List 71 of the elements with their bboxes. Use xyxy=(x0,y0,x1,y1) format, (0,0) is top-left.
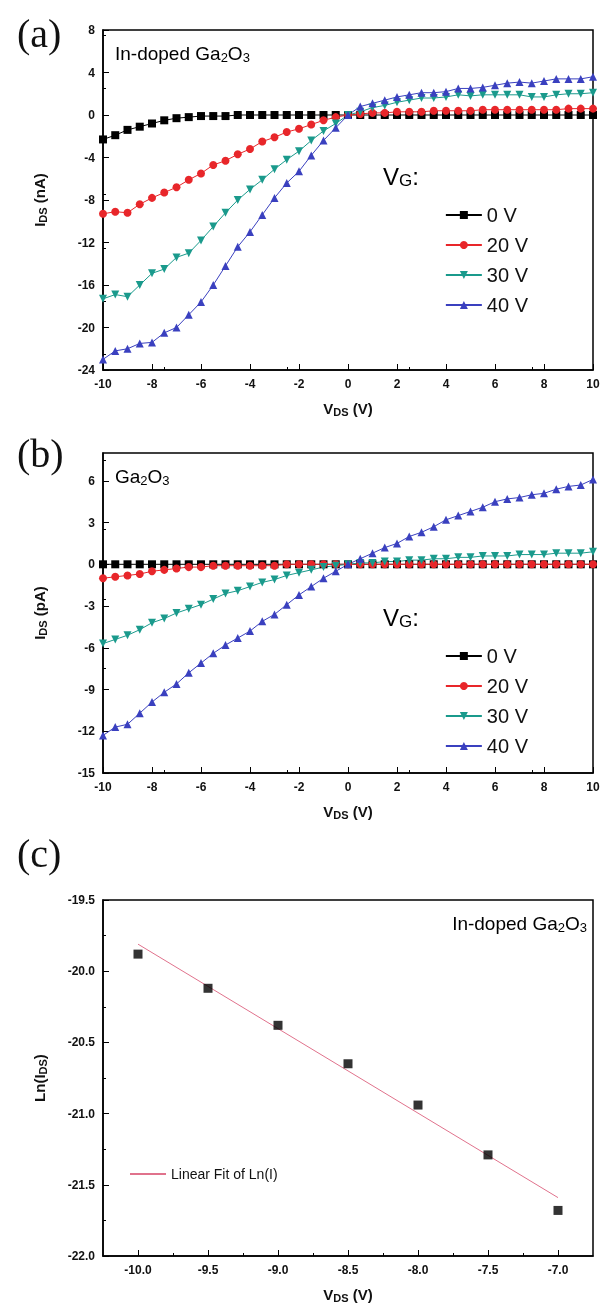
x-tick-label: -8 xyxy=(146,377,158,391)
legend-label: 0 V xyxy=(486,204,518,226)
y-tick-label: -21.5 xyxy=(67,1177,96,1192)
x-tick-label: 6 xyxy=(491,377,499,391)
y-tick-label: -15 xyxy=(77,766,96,780)
chart-title: (a) xyxy=(17,10,62,56)
x-tick-label: -6 xyxy=(195,780,207,794)
legend-label: 40 V xyxy=(486,294,529,316)
x-tick-label: -4 xyxy=(244,780,256,794)
x-tick-label: 4 xyxy=(442,377,450,391)
legend-label: 30 V xyxy=(486,705,529,727)
legend-label: 0 V xyxy=(486,645,518,667)
x-tick-label: 4 xyxy=(442,780,450,794)
x-tick-label: -7.5 xyxy=(477,1263,499,1277)
y-tick-label: -8 xyxy=(84,193,96,207)
chart-title: (c) xyxy=(17,830,62,876)
y-tick-label: 3 xyxy=(88,515,96,530)
y-tick-label: -20.5 xyxy=(67,1035,96,1050)
chart-title: (b) xyxy=(17,430,64,476)
x-tick-label: 2 xyxy=(393,780,401,794)
legend-label: 30 V xyxy=(486,264,529,286)
y-tick-label: 0 xyxy=(88,108,96,122)
y-tick-label: -16 xyxy=(77,278,96,292)
x-axis-title: VDS (V) xyxy=(323,803,373,821)
y-tick-label: 4 xyxy=(88,65,96,80)
legend-label: Linear Fit of Ln(I) xyxy=(171,1166,278,1182)
y-tick-label: -21.0 xyxy=(67,1106,96,1121)
y-axis-title: IDS (nA) xyxy=(31,173,49,227)
y-axis-title: IDS (pA) xyxy=(31,586,49,640)
y-tick-label: -20.0 xyxy=(67,964,96,979)
x-tick-label: -10.0 xyxy=(124,1263,152,1277)
y-tick-label: -12 xyxy=(77,724,96,739)
x-tick-label: 2 xyxy=(393,377,401,391)
legend-title: VG: xyxy=(383,603,419,631)
y-tick-label: -4 xyxy=(84,150,96,165)
x-tick-label: -2 xyxy=(293,780,305,794)
x-tick-label: 10 xyxy=(586,377,600,391)
y-tick-label: -9 xyxy=(84,682,96,697)
x-tick-label: -7.0 xyxy=(547,1263,569,1277)
legend-label: 20 V xyxy=(486,675,529,697)
x-tick-label: -8 xyxy=(146,780,158,794)
x-tick-label: -8.0 xyxy=(407,1263,429,1277)
x-tick-label: 8 xyxy=(540,780,548,794)
y-tick-label: -22.0 xyxy=(67,1249,96,1263)
legend-title: VG: xyxy=(383,162,419,190)
x-tick-label: -8.5 xyxy=(337,1263,359,1277)
x-tick-label: 0 xyxy=(344,780,352,794)
y-tick-label: -19.5 xyxy=(67,893,96,907)
y-tick-label: 6 xyxy=(88,473,96,488)
x-axis-title: VDS (V) xyxy=(323,1286,373,1304)
x-tick-label: -9.5 xyxy=(197,1263,219,1277)
x-tick-label: -6 xyxy=(195,377,207,391)
y-tick-label: -6 xyxy=(84,640,96,655)
legend-label: 20 V xyxy=(486,234,529,256)
y-tick-label: -12 xyxy=(77,235,96,250)
x-tick-label: -10 xyxy=(94,377,112,391)
x-tick-label: 0 xyxy=(344,377,352,391)
y-tick-label: -20 xyxy=(77,320,96,335)
x-axis-title: VDS (V) xyxy=(323,400,373,418)
legend-label: 40 V xyxy=(486,735,529,757)
y-tick-label: -24 xyxy=(77,363,96,377)
y-tick-label: 8 xyxy=(88,23,96,37)
x-tick-label: -2 xyxy=(293,377,305,391)
x-tick-label: 8 xyxy=(540,377,548,391)
y-tick-label: -3 xyxy=(84,599,96,614)
y-tick-label: 0 xyxy=(88,557,96,572)
x-tick-label: -10 xyxy=(94,780,112,794)
x-tick-label: 6 xyxy=(491,780,499,794)
x-tick-label: -4 xyxy=(244,377,256,391)
x-tick-label: 10 xyxy=(586,780,600,794)
x-tick-label: -9.0 xyxy=(267,1263,289,1277)
